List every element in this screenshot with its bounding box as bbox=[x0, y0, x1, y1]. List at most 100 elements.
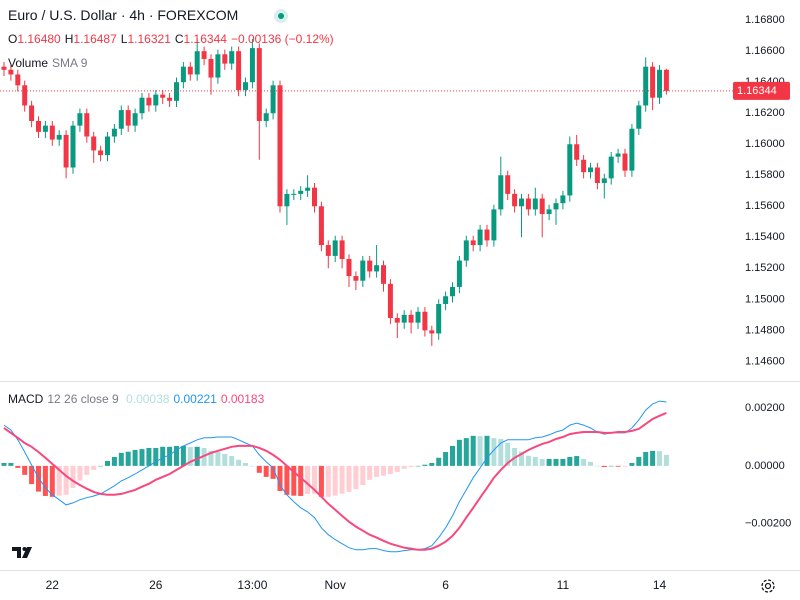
histogram-bar bbox=[146, 447, 152, 466]
histogram-bar bbox=[477, 436, 483, 466]
histogram-bar bbox=[84, 465, 90, 475]
macd-params: 12 26 close 9 bbox=[47, 392, 119, 406]
histogram-bar bbox=[318, 465, 324, 497]
y-tick-label: 1.16600 bbox=[745, 45, 785, 57]
histogram-bar bbox=[567, 456, 573, 466]
candle-body bbox=[222, 54, 228, 64]
histogram-bar bbox=[643, 451, 649, 466]
histogram-bar bbox=[525, 455, 531, 466]
histogram-bar bbox=[581, 458, 587, 466]
histogram-bar bbox=[118, 452, 124, 466]
histogram-bar bbox=[105, 460, 110, 466]
x-tick-label: 26 bbox=[149, 578, 163, 592]
ohlc-key: O bbox=[8, 32, 18, 46]
candle-body bbox=[77, 113, 83, 126]
candle-body bbox=[505, 175, 511, 194]
histogram-bar bbox=[332, 465, 338, 496]
histogram-bar bbox=[111, 456, 117, 466]
x-tick-label: 6 bbox=[442, 578, 449, 592]
histogram-bar bbox=[229, 456, 235, 466]
histogram-bar bbox=[298, 465, 304, 496]
histogram-bar bbox=[291, 465, 297, 496]
histogram-bar bbox=[249, 465, 255, 467]
histogram-bar bbox=[339, 465, 345, 494]
histogram-bar bbox=[160, 446, 166, 466]
y-tick-label: 1.15800 bbox=[745, 169, 785, 181]
candle-body bbox=[229, 51, 235, 64]
candle-body bbox=[408, 314, 414, 323]
histogram-bar bbox=[277, 465, 283, 492]
histogram-bar bbox=[463, 438, 469, 466]
candle-body bbox=[367, 260, 373, 272]
y-tick-label: 1.16800 bbox=[745, 14, 785, 26]
last-price-tag bbox=[733, 81, 790, 100]
candle-body bbox=[256, 48, 262, 121]
histogram-bar bbox=[636, 456, 642, 466]
histogram-bar bbox=[98, 465, 104, 467]
histogram-bar bbox=[470, 435, 476, 466]
histogram-bar bbox=[36, 465, 41, 492]
candle-body bbox=[650, 66, 656, 98]
candle-body bbox=[277, 85, 283, 207]
histogram-bar bbox=[394, 465, 400, 472]
histogram-bar bbox=[650, 450, 656, 466]
candle-body bbox=[539, 198, 545, 215]
histogram-bar bbox=[401, 465, 407, 469]
candle-body bbox=[305, 187, 311, 191]
histogram-bar bbox=[270, 465, 276, 479]
x-tick-label: Nov bbox=[325, 578, 346, 592]
candle-body bbox=[422, 311, 428, 331]
histogram-bar bbox=[194, 446, 200, 466]
candle-body bbox=[532, 198, 538, 210]
histogram-bar bbox=[629, 462, 635, 466]
macd-line bbox=[3, 400, 667, 553]
candle-body bbox=[105, 136, 110, 156]
histogram-bar bbox=[387, 465, 393, 474]
histogram-bar bbox=[346, 465, 352, 492]
ohlc-legend: O1.16480 H1.16487 L1.16321 C1.16344 −0.00136… bbox=[8, 32, 338, 46]
histogram-bar bbox=[263, 465, 269, 477]
candle-body bbox=[615, 153, 621, 157]
histogram-bar bbox=[367, 465, 373, 480]
y-tick-label: 1.14600 bbox=[745, 355, 785, 367]
ohlc-value: 1.16480 bbox=[17, 32, 61, 46]
histogram-bar bbox=[450, 445, 455, 466]
histogram-bar bbox=[415, 465, 421, 467]
histogram-bar bbox=[360, 465, 366, 485]
macd-value: 0.00221 bbox=[173, 392, 217, 406]
candle-body bbox=[353, 276, 359, 281]
histogram-bar bbox=[560, 458, 566, 466]
candle-body bbox=[622, 153, 628, 171]
histogram-bar bbox=[208, 450, 214, 466]
candle-body bbox=[263, 113, 269, 121]
histogram-bar bbox=[15, 465, 21, 468]
candle-body bbox=[42, 125, 48, 132]
y-tick-label: 1.15600 bbox=[745, 200, 785, 212]
y-tick-label: 1.16000 bbox=[745, 138, 785, 150]
candle-body bbox=[29, 105, 35, 121]
ohlc-key: H bbox=[64, 32, 74, 46]
candle-body bbox=[56, 134, 62, 140]
candle-body bbox=[98, 150, 104, 156]
histogram-value: 0.00038 bbox=[126, 392, 170, 406]
signal-line bbox=[3, 411, 667, 551]
histogram-bar bbox=[498, 438, 504, 466]
indicator-params: SMA 9 bbox=[52, 56, 88, 70]
settings-icon[interactable] bbox=[761, 579, 775, 593]
histogram-bar bbox=[8, 462, 14, 466]
histogram-bar bbox=[29, 465, 35, 485]
histogram-bar bbox=[622, 465, 628, 467]
candle-body bbox=[484, 229, 490, 241]
histogram-bar bbox=[408, 465, 414, 468]
candle-body bbox=[567, 144, 573, 196]
candle-body bbox=[208, 58, 214, 78]
candle-body bbox=[318, 206, 324, 246]
histogram-bar bbox=[429, 462, 435, 466]
candle-body bbox=[629, 128, 635, 171]
histogram-bar bbox=[422, 464, 428, 466]
histogram-bar bbox=[236, 459, 242, 466]
candle-body bbox=[139, 97, 145, 114]
symbol-legend: Euro / U.S. Dollar · 4h · FOREXCOM bbox=[8, 7, 242, 23]
histogram-bar bbox=[22, 465, 28, 475]
histogram-bar bbox=[491, 438, 497, 466]
